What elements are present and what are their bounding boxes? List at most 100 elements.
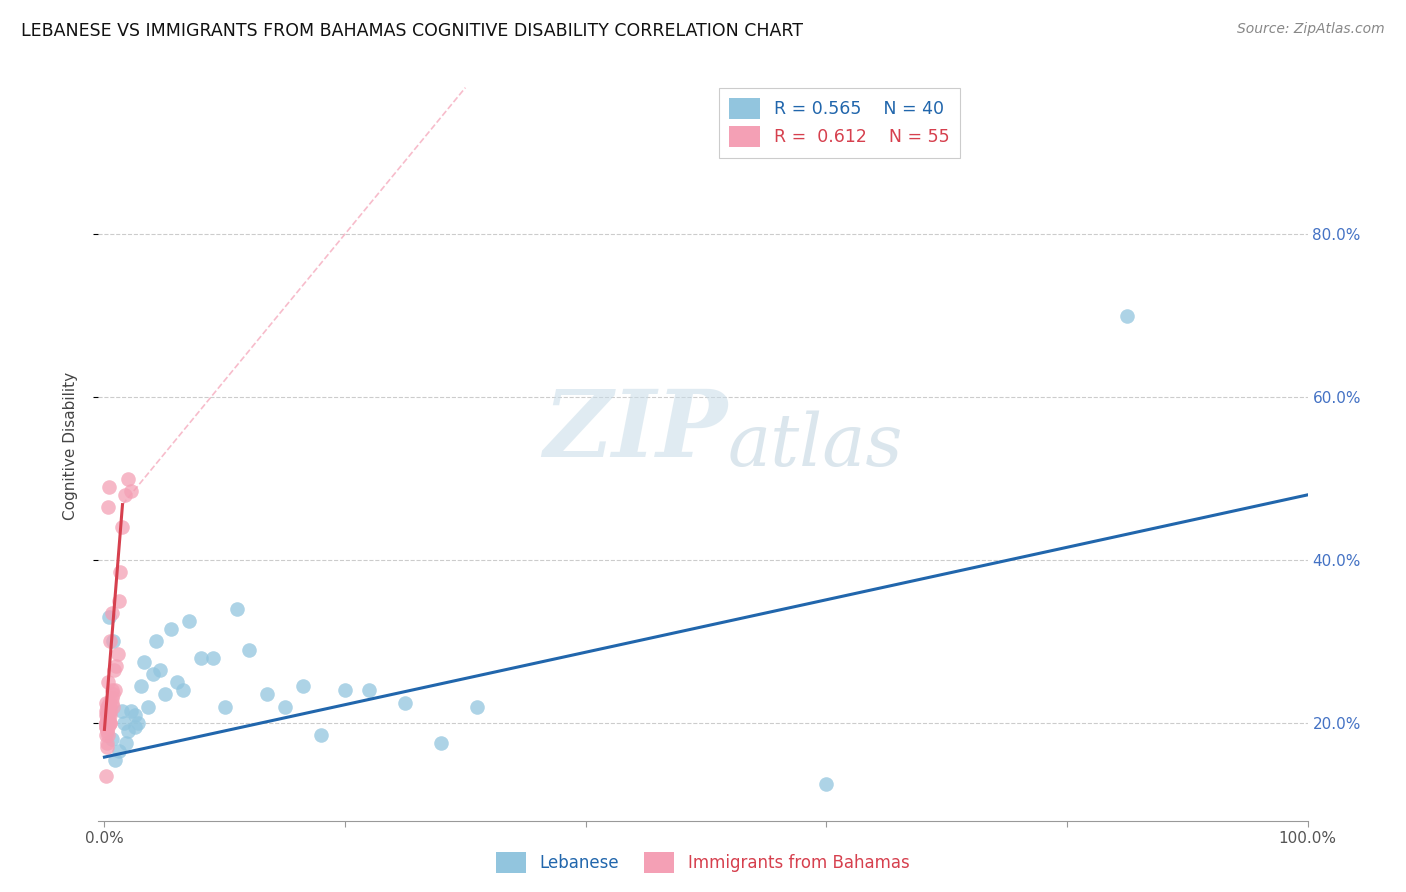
- Point: [201, 650, 224, 665]
- Point: [309, 728, 332, 742]
- Point: [124, 707, 146, 722]
- Point: [117, 472, 139, 486]
- Text: LEBANESE VS IMMIGRANTS FROM BAHAMAS COGNITIVE DISABILITY CORRELATION CHART: LEBANESE VS IMMIGRANTS FROM BAHAMAS COGN…: [21, 22, 803, 40]
- Y-axis label: Cognitive Disability: Cognitive Disability: [63, 372, 77, 520]
- Point: [97, 728, 120, 742]
- Point: [108, 593, 131, 607]
- Point: [111, 520, 134, 534]
- Point: [149, 663, 172, 677]
- Point: [177, 614, 200, 628]
- Legend: Lebanese, Immigrants from Bahamas: Lebanese, Immigrants from Bahamas: [489, 846, 917, 880]
- Point: [100, 606, 122, 620]
- Text: atlas: atlas: [727, 410, 903, 482]
- Point: [94, 707, 117, 722]
- Point: [98, 699, 121, 714]
- Point: [256, 687, 278, 701]
- Point: [134, 655, 156, 669]
- Point: [100, 699, 122, 714]
- Point: [103, 663, 125, 677]
- Point: [96, 699, 118, 714]
- Point: [94, 715, 117, 730]
- Point: [1116, 309, 1139, 323]
- Point: [96, 736, 118, 750]
- Point: [104, 683, 127, 698]
- Point: [96, 704, 118, 718]
- Point: [94, 720, 117, 734]
- Point: [333, 683, 356, 698]
- Point: [190, 650, 212, 665]
- Point: [117, 724, 139, 739]
- Point: [112, 715, 135, 730]
- Point: [359, 683, 381, 698]
- Point: [100, 707, 122, 722]
- Point: [114, 488, 136, 502]
- Point: [430, 736, 453, 750]
- Point: [97, 500, 120, 514]
- Point: [100, 715, 122, 730]
- Point: [815, 777, 838, 791]
- Point: [467, 699, 489, 714]
- Point: [96, 712, 118, 726]
- Point: [172, 683, 194, 698]
- Point: [159, 622, 181, 636]
- Point: [98, 704, 121, 718]
- Point: [100, 683, 122, 698]
- Point: [101, 699, 124, 714]
- Point: [94, 769, 117, 783]
- Point: [100, 715, 122, 730]
- Point: [120, 483, 142, 498]
- Point: [98, 707, 121, 722]
- Point: [166, 675, 188, 690]
- Point: [394, 696, 416, 710]
- Point: [94, 720, 117, 734]
- Point: [97, 720, 120, 734]
- Text: Source: ZipAtlas.com: Source: ZipAtlas.com: [1237, 22, 1385, 37]
- Point: [97, 699, 120, 714]
- Point: [96, 707, 118, 722]
- Point: [120, 704, 142, 718]
- Legend: R = 0.565    N = 40, R =  0.612    N = 55: R = 0.565 N = 40, R = 0.612 N = 55: [718, 87, 960, 158]
- Point: [101, 687, 124, 701]
- Point: [94, 704, 117, 718]
- Point: [142, 667, 165, 681]
- Point: [96, 720, 118, 734]
- Point: [96, 696, 118, 710]
- Point: [153, 687, 176, 701]
- Point: [115, 736, 138, 750]
- Point: [98, 696, 121, 710]
- Point: [108, 744, 131, 758]
- Point: [98, 610, 121, 624]
- Point: [97, 704, 120, 718]
- Point: [105, 659, 128, 673]
- Point: [96, 740, 118, 755]
- Point: [94, 728, 117, 742]
- Point: [100, 704, 122, 718]
- Point: [111, 704, 134, 718]
- Point: [108, 566, 131, 580]
- Point: [107, 647, 129, 661]
- Point: [214, 699, 236, 714]
- Point: [238, 642, 260, 657]
- Point: [96, 715, 118, 730]
- Point: [97, 675, 120, 690]
- Point: [291, 679, 314, 693]
- Point: [136, 699, 159, 714]
- Point: [97, 715, 120, 730]
- Point: [127, 715, 149, 730]
- Point: [94, 715, 117, 730]
- Point: [145, 634, 167, 648]
- Point: [101, 634, 124, 648]
- Point: [124, 720, 146, 734]
- Point: [98, 715, 121, 730]
- Point: [98, 480, 121, 494]
- Point: [100, 696, 122, 710]
- Point: [274, 699, 297, 714]
- Point: [100, 691, 122, 706]
- Point: [100, 732, 122, 747]
- Point: [129, 679, 152, 693]
- Point: [96, 724, 118, 739]
- Point: [97, 715, 120, 730]
- Point: [225, 602, 247, 616]
- Point: [104, 753, 127, 767]
- Point: [96, 715, 118, 730]
